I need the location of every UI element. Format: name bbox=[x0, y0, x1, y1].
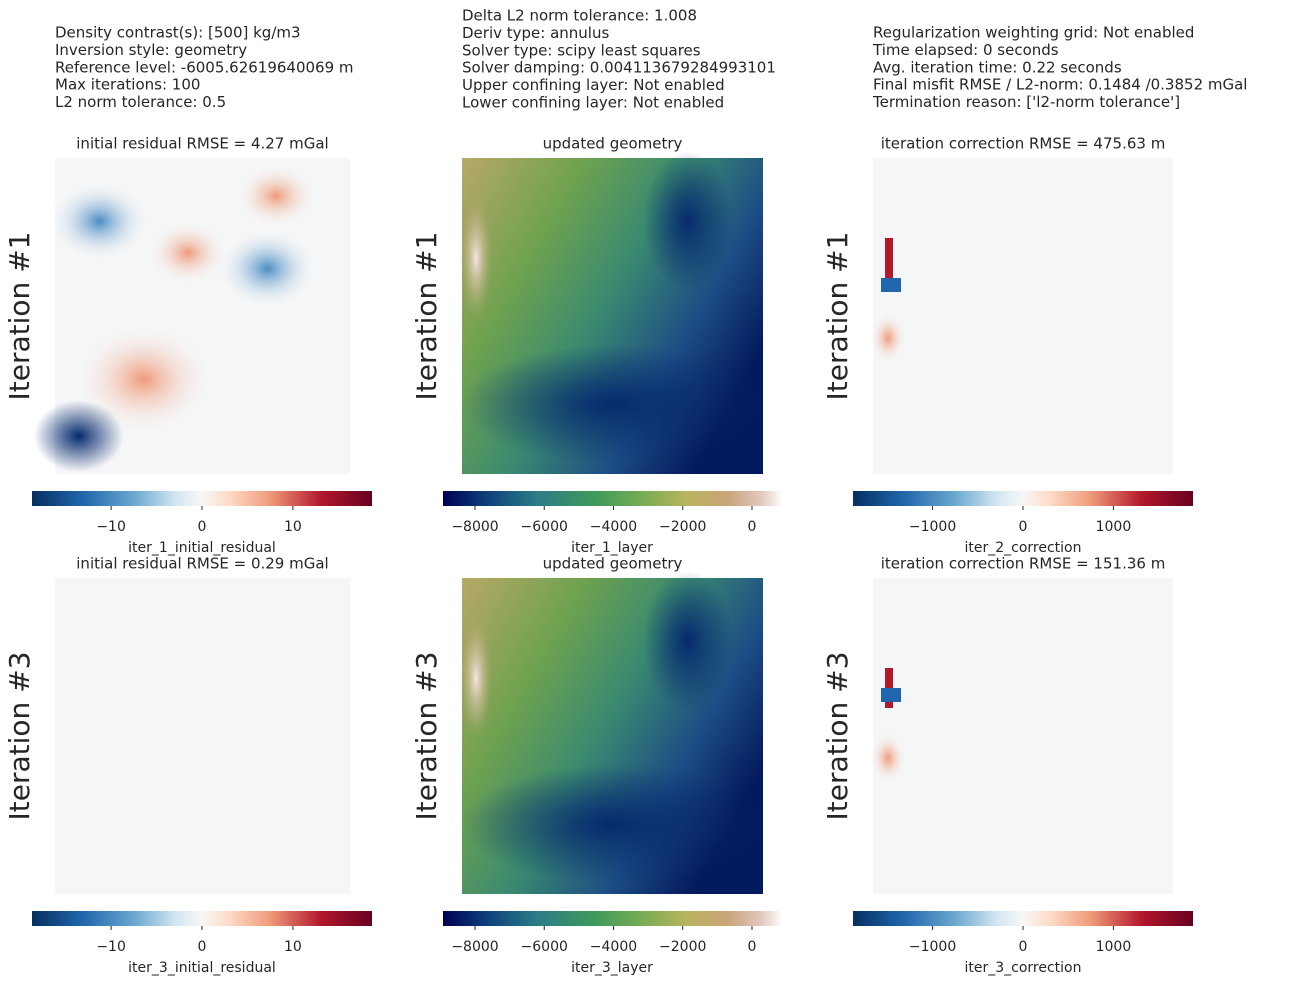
colorbar bbox=[443, 491, 781, 506]
colorbar-tick-label: 0 bbox=[1019, 519, 1028, 535]
heatmap-feature bbox=[870, 312, 906, 364]
colorbar-tick-label: −2000 bbox=[659, 939, 706, 955]
panel-title: updated geometry bbox=[543, 135, 683, 153]
panel: iteration correction RMSE = 475.63 m Iter… bbox=[821, 135, 1193, 556]
colorbar-label: iter_1_layer bbox=[571, 540, 653, 556]
colorbar-tick-label: 0 bbox=[198, 939, 207, 955]
colorbar-tick-label: 0 bbox=[748, 939, 757, 955]
info-line: Time elapsed: 0 seconds bbox=[872, 41, 1059, 59]
colorbar-tick-label: 0 bbox=[198, 519, 207, 535]
colorbar-tick-label: −10 bbox=[96, 519, 126, 535]
colorbar-tick-label: 10 bbox=[284, 939, 302, 955]
colorbar-tick-label: −10 bbox=[96, 939, 126, 955]
info-line: Solver damping: 0.004113679284993101 bbox=[462, 59, 776, 77]
info-line: Delta L2 norm tolerance: 1.008 bbox=[462, 7, 697, 25]
panel-title: iteration correction RMSE = 151.36 m bbox=[881, 555, 1166, 573]
y-axis-label: Iteration #1 bbox=[3, 232, 36, 401]
info-line: Termination reason: ['l2-norm tolerance'… bbox=[872, 93, 1180, 111]
colorbar-tick-label: 0 bbox=[1019, 939, 1028, 955]
heatmap-background bbox=[873, 578, 1173, 894]
y-axis-label: Iteration #3 bbox=[821, 652, 854, 821]
heatmap-feature bbox=[881, 688, 901, 702]
info-line: Inversion style: geometry bbox=[55, 41, 247, 59]
info-line: Final misfit RMSE / L2-norm: 0.1484 /0.3… bbox=[873, 76, 1247, 94]
panel-title: initial residual RMSE = 4.27 mGal bbox=[76, 135, 328, 153]
colorbar-tick-label: 1000 bbox=[1096, 939, 1132, 955]
heatmap-background bbox=[873, 158, 1173, 474]
info-line: Reference level: -6005.62619640069 m bbox=[55, 58, 354, 76]
colorbar-tick-label: −8000 bbox=[451, 939, 498, 955]
colorbar-tick-label: 10 bbox=[284, 519, 302, 535]
colorbar-tick-label: −2000 bbox=[659, 519, 706, 535]
info-line: Density contrast(s): [500] kg/m3 bbox=[55, 24, 301, 42]
colorbar-tick-label: −1000 bbox=[909, 939, 956, 955]
info-line: Upper confining layer: Not enabled bbox=[462, 76, 725, 94]
y-axis-label: Iteration #1 bbox=[821, 232, 854, 401]
colorbar bbox=[32, 911, 372, 926]
info-line: Solver type: scipy least squares bbox=[462, 41, 701, 59]
colorbar-tick-label: −8000 bbox=[451, 519, 498, 535]
colorbar-tick-label: −4000 bbox=[590, 939, 637, 955]
colorbar-label: iter_1_initial_residual bbox=[128, 540, 276, 556]
panel: initial residual RMSE = 0.29 mGal Iterati… bbox=[3, 555, 372, 976]
info-line: Lower confining layer: Not enabled bbox=[462, 94, 724, 112]
colorbar-tick-label: 0 bbox=[748, 519, 757, 535]
colorbar-tick-label: −4000 bbox=[590, 519, 637, 535]
heatmap-feature bbox=[33, 400, 124, 473]
heatmap-feature bbox=[147, 220, 228, 285]
colorbar bbox=[853, 491, 1193, 506]
panel: updated geometry Iteration #1 −8000 −6000 −4… bbox=[410, 135, 781, 556]
colorbar-label: iter_3_layer bbox=[571, 960, 653, 976]
heatmap-feature bbox=[642, 571, 733, 712]
info-line: L2 norm tolerance: 0.5 bbox=[55, 93, 226, 111]
y-axis-label: Iteration #1 bbox=[410, 232, 443, 401]
colorbar bbox=[443, 911, 781, 926]
heatmap-background bbox=[55, 578, 350, 894]
panel: updated geometry Iteration #3 −8000 −6000 −4… bbox=[410, 555, 781, 976]
y-axis-label: Iteration #3 bbox=[410, 652, 443, 821]
panel-title: initial residual RMSE = 0.29 mGal bbox=[76, 555, 328, 573]
colorbar-tick-label: −6000 bbox=[521, 519, 568, 535]
heatmap-feature bbox=[49, 181, 150, 262]
heatmap-feature bbox=[462, 344, 763, 465]
heatmap-feature bbox=[217, 228, 318, 309]
info-line: Max iterations: 100 bbox=[55, 76, 200, 94]
heatmap-feature bbox=[460, 198, 492, 318]
info-line: Deriv type: annulus bbox=[462, 24, 609, 42]
colorbar bbox=[853, 911, 1193, 926]
colorbar-label: iter_3_initial_residual bbox=[128, 960, 276, 976]
heatmap-feature bbox=[462, 764, 763, 885]
heatmap-feature bbox=[73, 323, 214, 436]
heatmap-feature bbox=[885, 238, 893, 278]
colorbar-label: iter_2_correction bbox=[964, 540, 1081, 556]
colorbar-tick-label: −1000 bbox=[909, 519, 956, 535]
info-line: Regularization weighting grid: Not enabl… bbox=[873, 24, 1194, 42]
info-line: Avg. iteration time: 0.22 seconds bbox=[873, 58, 1122, 76]
panel-title: iteration correction RMSE = 475.63 m bbox=[881, 135, 1166, 153]
colorbar-label: iter_3_correction bbox=[964, 960, 1081, 976]
colorbar bbox=[32, 491, 372, 506]
panel: iteration correction RMSE = 151.36 m Iter… bbox=[821, 555, 1193, 976]
heatmap-feature bbox=[881, 278, 901, 292]
heatmap-feature bbox=[870, 732, 906, 784]
colorbar-tick-label: −6000 bbox=[521, 939, 568, 955]
colorbar-tick-label: 1000 bbox=[1096, 519, 1132, 535]
panel-title: updated geometry bbox=[543, 555, 683, 573]
heatmap-feature bbox=[642, 151, 733, 292]
heatmap-feature bbox=[236, 163, 317, 228]
panel: initial residual RMSE = 4.27 mGal Iterati… bbox=[3, 135, 372, 556]
heatmap-feature bbox=[460, 618, 492, 738]
y-axis-label: Iteration #3 bbox=[3, 652, 36, 821]
